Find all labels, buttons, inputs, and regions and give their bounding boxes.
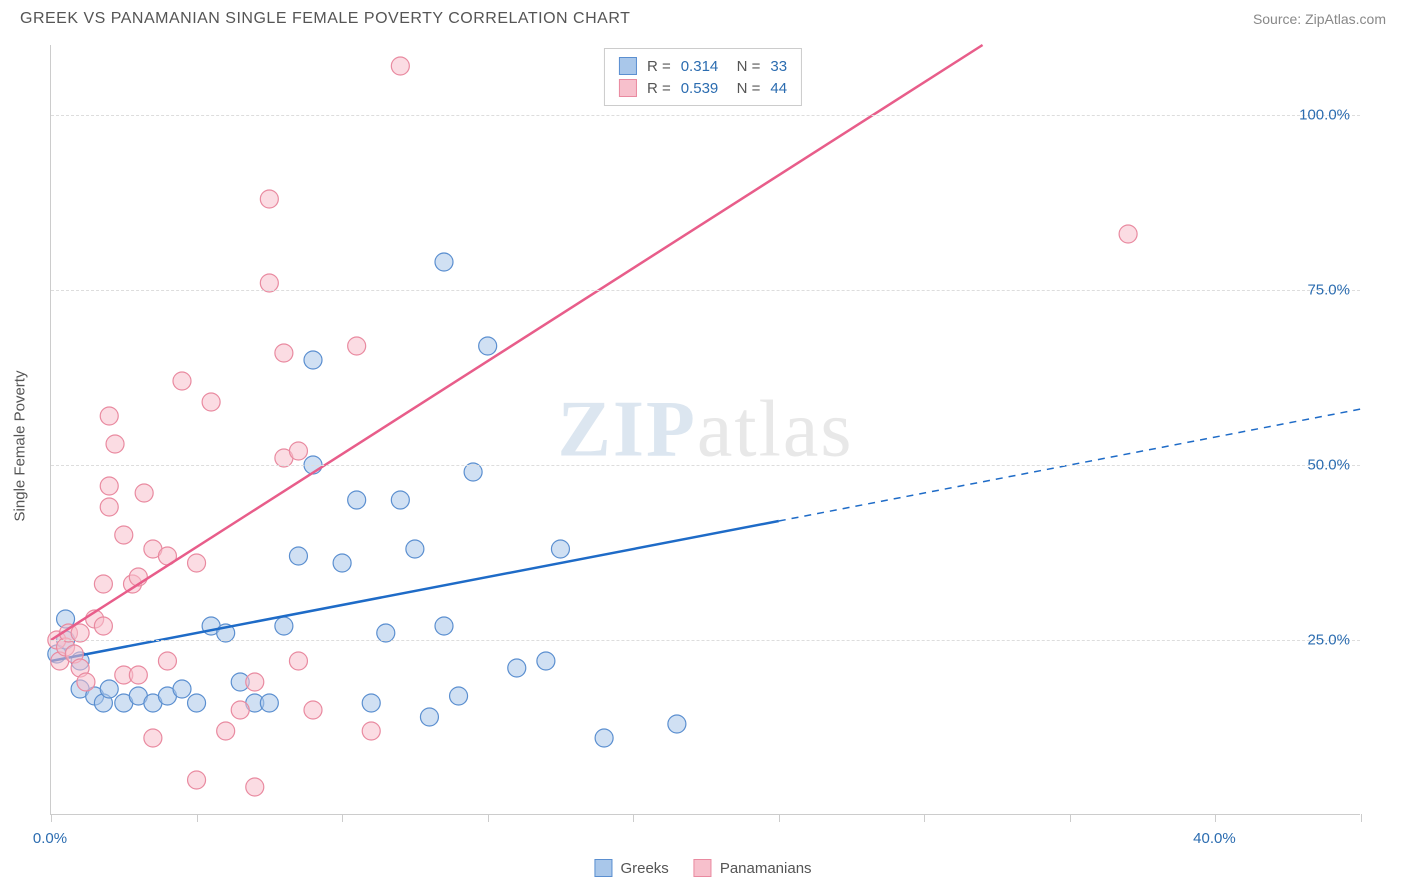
correlation-legend: R = 0.314 N = 33 R = 0.539 N = 44 bbox=[604, 48, 802, 106]
data-point bbox=[246, 778, 264, 796]
data-point bbox=[348, 337, 366, 355]
data-point bbox=[173, 372, 191, 390]
data-point bbox=[77, 673, 95, 691]
data-point bbox=[289, 442, 307, 460]
x-tick bbox=[197, 814, 198, 822]
data-point bbox=[479, 337, 497, 355]
data-point bbox=[188, 554, 206, 572]
source-label: Source: ZipAtlas.com bbox=[1253, 11, 1386, 27]
data-point bbox=[231, 701, 249, 719]
y-tick-label: 50.0% bbox=[1307, 457, 1350, 474]
data-point bbox=[202, 393, 220, 411]
gridline bbox=[51, 640, 1360, 641]
legend-n-label: N = bbox=[728, 80, 760, 97]
x-tick-label: 40.0% bbox=[1193, 830, 1236, 847]
data-point bbox=[100, 407, 118, 425]
legend-swatch bbox=[619, 57, 637, 75]
y-axis-label: Single Female Poverty bbox=[12, 371, 29, 522]
legend-r-value: 0.314 bbox=[681, 58, 719, 75]
x-tick bbox=[1215, 814, 1216, 822]
data-point bbox=[144, 729, 162, 747]
x-tick bbox=[51, 814, 52, 822]
chart-plot-area: ZIPatlas 25.0%50.0%75.0%100.0% bbox=[50, 45, 1360, 815]
data-point bbox=[508, 659, 526, 677]
data-point bbox=[94, 575, 112, 593]
legend-n-value: 44 bbox=[770, 80, 787, 97]
data-point bbox=[304, 351, 322, 369]
data-point bbox=[246, 673, 264, 691]
data-point bbox=[100, 498, 118, 516]
legend-swatch bbox=[619, 79, 637, 97]
data-point bbox=[275, 344, 293, 362]
data-point bbox=[260, 694, 278, 712]
data-point bbox=[188, 694, 206, 712]
data-point bbox=[188, 771, 206, 789]
scatter-plot-svg bbox=[51, 45, 1360, 814]
gridline bbox=[51, 115, 1360, 116]
legend-r-value: 0.539 bbox=[681, 80, 719, 97]
trend-line bbox=[51, 45, 983, 640]
gridline bbox=[51, 465, 1360, 466]
legend-n-value: 33 bbox=[770, 58, 787, 75]
y-tick-label: 25.0% bbox=[1307, 632, 1350, 649]
data-point bbox=[275, 617, 293, 635]
x-tick-label: 0.0% bbox=[33, 830, 67, 847]
data-point bbox=[1119, 225, 1137, 243]
y-tick-label: 75.0% bbox=[1307, 282, 1350, 299]
data-point bbox=[435, 617, 453, 635]
x-tick bbox=[924, 814, 925, 822]
data-point bbox=[304, 701, 322, 719]
series-legend-label: Panamanians bbox=[720, 860, 812, 877]
data-point bbox=[551, 540, 569, 558]
series-legend-item: Greeks bbox=[594, 859, 668, 877]
legend-swatch bbox=[594, 859, 612, 877]
data-point bbox=[595, 729, 613, 747]
x-tick bbox=[488, 814, 489, 822]
legend-swatch bbox=[694, 859, 712, 877]
data-point bbox=[420, 708, 438, 726]
data-point bbox=[129, 666, 147, 684]
data-point bbox=[435, 253, 453, 271]
data-point bbox=[406, 540, 424, 558]
legend-r-label: R = bbox=[647, 80, 671, 97]
data-point bbox=[106, 435, 124, 453]
x-tick bbox=[342, 814, 343, 822]
data-point bbox=[333, 554, 351, 572]
data-point bbox=[450, 687, 468, 705]
header: GREEK VS PANAMANIAN SINGLE FEMALE POVERT… bbox=[0, 0, 1406, 33]
data-point bbox=[100, 477, 118, 495]
data-point bbox=[391, 57, 409, 75]
series-legend-item: Panamanians bbox=[694, 859, 812, 877]
data-point bbox=[115, 526, 133, 544]
data-point bbox=[100, 680, 118, 698]
data-point bbox=[348, 491, 366, 509]
y-tick-label: 100.0% bbox=[1299, 107, 1350, 124]
data-point bbox=[289, 652, 307, 670]
data-point bbox=[135, 484, 153, 502]
x-tick bbox=[633, 814, 634, 822]
series-legend: Greeks Panamanians bbox=[594, 859, 811, 877]
correlation-legend-row: R = 0.314 N = 33 bbox=[619, 55, 787, 77]
data-point bbox=[362, 722, 380, 740]
data-point bbox=[158, 652, 176, 670]
correlation-legend-row: R = 0.539 N = 44 bbox=[619, 77, 787, 99]
data-point bbox=[173, 680, 191, 698]
legend-r-label: R = bbox=[647, 58, 671, 75]
x-tick bbox=[1070, 814, 1071, 822]
x-tick bbox=[779, 814, 780, 822]
chart-title: GREEK VS PANAMANIAN SINGLE FEMALE POVERT… bbox=[20, 10, 630, 28]
data-point bbox=[362, 694, 380, 712]
data-point bbox=[391, 491, 409, 509]
data-point bbox=[537, 652, 555, 670]
data-point bbox=[217, 722, 235, 740]
series-legend-label: Greeks bbox=[620, 860, 668, 877]
data-point bbox=[94, 617, 112, 635]
gridline bbox=[51, 290, 1360, 291]
x-tick bbox=[1361, 814, 1362, 822]
legend-n-label: N = bbox=[728, 58, 760, 75]
data-point bbox=[668, 715, 686, 733]
data-point bbox=[289, 547, 307, 565]
data-point bbox=[260, 190, 278, 208]
